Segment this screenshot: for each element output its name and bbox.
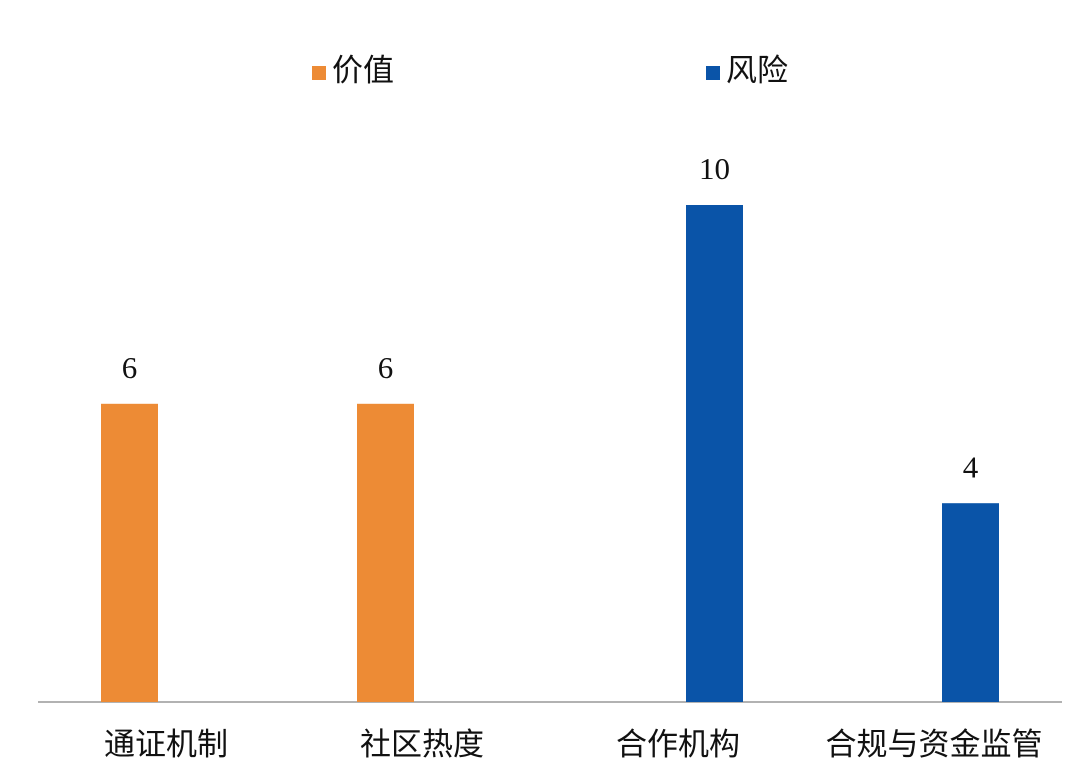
x-tick-label: 合作机构 — [616, 727, 740, 762]
legend-swatch — [312, 66, 326, 80]
value-label: 4 — [963, 449, 979, 484]
bar — [686, 205, 743, 702]
legend-swatch — [706, 66, 720, 80]
value-label: 10 — [699, 151, 730, 186]
value-label: 6 — [122, 350, 138, 385]
x-tick-label: 合规与资金监管 — [826, 727, 1043, 762]
bar — [357, 403, 414, 702]
x-tick-label: 社区热度 — [360, 727, 484, 762]
bar — [942, 503, 999, 702]
bar — [101, 403, 158, 702]
x-tick-label: 通证机制 — [104, 727, 228, 762]
legend-label: 风险 — [726, 53, 788, 88]
legend-label: 价值 — [332, 53, 394, 88]
value-label: 6 — [378, 350, 394, 385]
